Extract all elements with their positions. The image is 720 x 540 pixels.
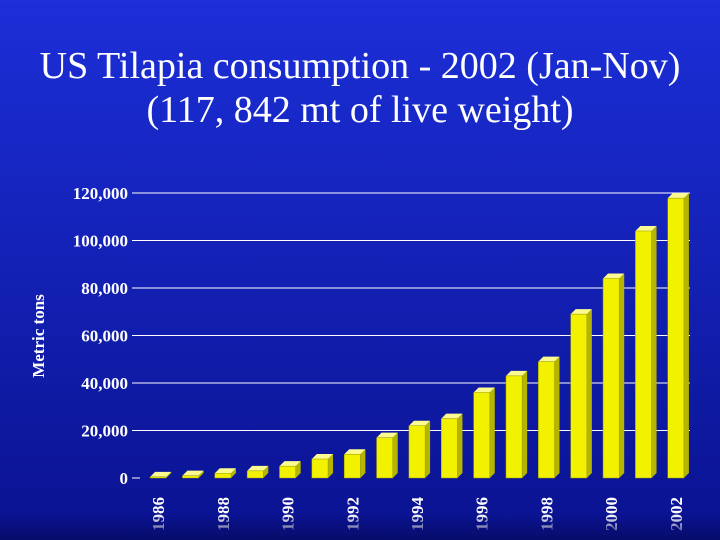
bar-top bbox=[473, 387, 495, 393]
bar bbox=[182, 470, 204, 479]
bar-front bbox=[311, 458, 329, 479]
bar-front bbox=[667, 197, 685, 479]
bar-side bbox=[263, 465, 269, 478]
bar bbox=[246, 465, 269, 479]
bar-side bbox=[360, 449, 366, 478]
y-tick-label: 120,000 bbox=[73, 184, 128, 203]
bar-side bbox=[295, 461, 301, 478]
bar bbox=[635, 226, 657, 479]
title-line-2: (117, 842 mt of live weight) bbox=[146, 89, 574, 131]
bar-side bbox=[619, 273, 625, 478]
bar-side bbox=[554, 356, 560, 478]
bar-front bbox=[246, 470, 264, 479]
bar-side bbox=[522, 370, 528, 478]
bar-side bbox=[457, 413, 463, 478]
bar-top bbox=[214, 468, 236, 474]
y-tick-label: 100,000 bbox=[73, 232, 128, 251]
bars bbox=[149, 193, 689, 479]
bar-top bbox=[441, 413, 463, 419]
bar-side bbox=[586, 309, 592, 478]
bar-top bbox=[408, 420, 431, 426]
bar-top bbox=[667, 193, 689, 199]
bar bbox=[667, 193, 689, 479]
bar-front bbox=[182, 475, 199, 479]
bar-front bbox=[505, 375, 523, 479]
bar bbox=[602, 273, 625, 479]
bar-front bbox=[279, 465, 296, 479]
bar-front bbox=[570, 313, 588, 479]
bar-top bbox=[182, 470, 204, 476]
bar-front bbox=[602, 278, 620, 479]
bar-top bbox=[538, 356, 560, 362]
bar bbox=[376, 432, 398, 479]
gridlines bbox=[132, 192, 690, 479]
bar-top bbox=[279, 461, 301, 467]
y-axis-label: Metric tons bbox=[29, 294, 48, 378]
y-tick-labels: 0 20,000 40,000 60,000 80,000 100,000 120,000 bbox=[73, 184, 128, 488]
bar-top bbox=[311, 454, 334, 459]
bar bbox=[149, 471, 172, 479]
bar-front bbox=[538, 361, 555, 479]
bar-side bbox=[425, 420, 431, 478]
bar-side bbox=[230, 468, 236, 478]
slide-title: US Tilapia consumption - 2002 (Jan-Nov) … bbox=[0, 44, 720, 132]
bar-top bbox=[505, 370, 528, 376]
bar-front bbox=[408, 425, 426, 479]
bar bbox=[214, 468, 236, 479]
y-tick-label: 60,000 bbox=[81, 327, 128, 346]
bar-top bbox=[150, 471, 172, 477]
bar-front bbox=[376, 437, 393, 479]
y-tick-label: 20,000 bbox=[81, 422, 128, 441]
bar-top bbox=[635, 226, 657, 231]
bar bbox=[473, 387, 495, 479]
bottom-bar bbox=[0, 514, 720, 540]
bar bbox=[343, 449, 366, 479]
bar-top bbox=[570, 309, 592, 315]
bar-front bbox=[214, 473, 232, 479]
bar bbox=[311, 454, 334, 479]
y-tick-label: 0 bbox=[120, 469, 129, 488]
bar-front bbox=[473, 392, 491, 479]
y-tick-label: 40,000 bbox=[81, 374, 128, 393]
bar bbox=[538, 356, 560, 479]
bar-side bbox=[198, 470, 204, 478]
bar-top bbox=[603, 273, 625, 279]
bar-front bbox=[149, 476, 167, 479]
bar bbox=[441, 413, 463, 479]
bar bbox=[279, 461, 301, 479]
bar-side bbox=[683, 193, 689, 478]
bar-side bbox=[392, 432, 398, 478]
bar-top bbox=[376, 432, 398, 438]
bar-top bbox=[344, 449, 366, 455]
bar-side bbox=[328, 454, 334, 478]
bar bbox=[505, 370, 528, 479]
bar-side bbox=[166, 471, 172, 478]
bar bbox=[408, 420, 431, 479]
title-line-1: US Tilapia consumption - 2002 (Jan-Nov) bbox=[39, 45, 681, 87]
bar-side bbox=[651, 226, 657, 478]
bar-front bbox=[343, 454, 361, 479]
bar-front bbox=[635, 230, 652, 479]
bar bbox=[570, 309, 592, 479]
y-tick-label: 80,000 bbox=[81, 279, 128, 298]
bar-front bbox=[441, 418, 458, 479]
bar-side bbox=[489, 387, 495, 478]
bar-top bbox=[247, 465, 269, 471]
